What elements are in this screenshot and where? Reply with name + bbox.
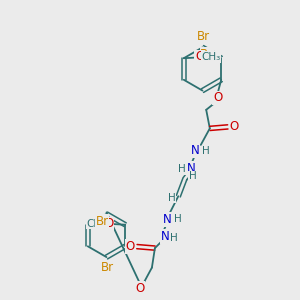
Text: CH₃: CH₃ [87, 219, 106, 229]
Text: Br: Br [196, 30, 210, 44]
Text: H: H [167, 193, 175, 203]
Text: Br: Br [100, 261, 114, 274]
Text: H: H [178, 164, 186, 174]
Text: O: O [195, 50, 204, 64]
Text: CH₃: CH₃ [201, 52, 220, 62]
Text: O: O [135, 282, 145, 295]
Text: N: N [163, 213, 172, 226]
Text: H: H [188, 171, 196, 182]
Text: H: H [169, 232, 177, 243]
Text: O: O [126, 240, 135, 253]
Text: Br: Br [200, 48, 213, 61]
Text: N: N [161, 230, 170, 243]
Text: O: O [104, 217, 114, 230]
Text: N: N [187, 161, 195, 175]
Text: H: H [173, 214, 181, 224]
Text: H: H [202, 146, 210, 157]
Text: N: N [191, 144, 200, 157]
Text: O: O [213, 91, 222, 104]
Text: Br: Br [96, 214, 109, 228]
Text: O: O [230, 120, 239, 134]
